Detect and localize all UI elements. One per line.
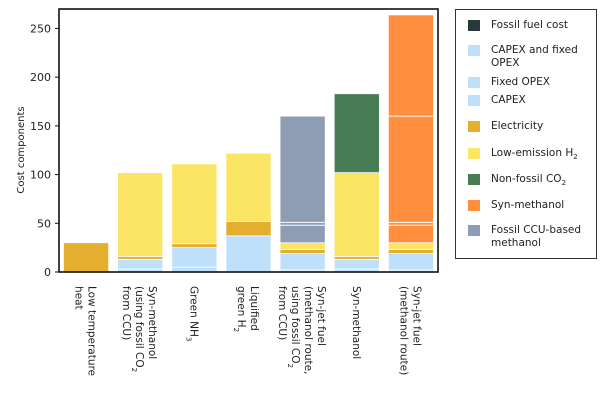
x-tick-label: Syn-jet fuel(methanol route) (397, 286, 422, 375)
legend-swatch (468, 95, 480, 106)
bar-segment (118, 269, 163, 272)
legend-label: CAPEX (491, 94, 526, 106)
legend-swatch (468, 20, 480, 31)
bar-segment (63, 242, 109, 272)
legend-swatch (468, 225, 480, 236)
legend-item: Non-fossil CO2 (456, 173, 598, 187)
legend: Fossil fuel cost CAPEX and fixed OPEX Fixe… (455, 9, 597, 259)
legend-swatch (468, 200, 480, 211)
bar-segment (118, 259, 163, 270)
bar-segment (172, 243, 217, 248)
legend-label: Fixed OPEX (491, 76, 550, 88)
legend-label: Fossil fuel cost (491, 19, 569, 31)
y-tick-label: 250 (30, 22, 51, 35)
bar-segment (334, 93, 379, 173)
bar-segment (118, 172, 163, 257)
legend-item: Electricity (456, 120, 598, 133)
y-tick-label: 200 (30, 71, 51, 84)
legend-label: Syn-methanol (491, 199, 565, 211)
bar-segment (226, 221, 271, 236)
legend-label: Electricity (491, 120, 544, 132)
bar-segment (388, 14, 434, 243)
y-tick-label: 0 (44, 266, 51, 279)
x-tick-label-line: green H2 (232, 286, 247, 332)
legend-item: Fossil fuel cost (456, 19, 598, 32)
legend-swatch (468, 174, 480, 185)
x-tick-label-line: (methanol route) (397, 286, 409, 375)
bar-segment (226, 153, 271, 222)
bar-segment (280, 242, 325, 250)
x-tick-label-line: using fossil CO2 (286, 286, 301, 368)
x-tick-label-line: Syn-jet fuel (315, 286, 327, 346)
x-tick-label-line: Syn-methanol (350, 286, 362, 359)
bar-segment (280, 253, 325, 271)
bar-segment (280, 249, 325, 254)
x-tick-label: Syn-jet fuel(methanol route,using fossil… (276, 286, 327, 374)
bar-segment (388, 242, 434, 250)
x-tick-label-line: Low temperature (86, 286, 98, 376)
x-tick-label-line: from CCU) (276, 286, 288, 340)
legend-item: Syn-methanol (456, 199, 598, 212)
x-tick-label-line: Syn-methanol (146, 286, 158, 359)
y-tick-label: 150 (30, 120, 51, 133)
legend-item: CAPEX (456, 94, 598, 107)
legend-label: CAPEX and fixed OPEX (491, 44, 578, 69)
y-axis-label: Cost components (16, 106, 27, 193)
bar-segment (280, 116, 325, 243)
legend-item: Low-emission H2 (456, 147, 598, 161)
legend-item: Fossil CCU-based methanol (456, 224, 598, 250)
x-tick-label: Syn-methanol (350, 286, 362, 359)
bar-segment (388, 253, 434, 271)
plot-frame (58, 8, 439, 273)
x-tick-label-line: Liquified (248, 286, 260, 331)
legend-label: Non-fossil CO2 (491, 173, 567, 188)
x-tick-label-line: from CCU) (120, 286, 132, 340)
bar-segment (118, 256, 163, 260)
bar-segment (334, 256, 379, 260)
legend-swatch (468, 45, 480, 56)
bar-segment (172, 247, 217, 268)
bar-segment (334, 269, 379, 272)
legend-item: Fixed OPEX (456, 76, 598, 89)
bar-segment (388, 270, 434, 272)
x-tick-label: Green NH3 (184, 286, 199, 341)
legend-item: CAPEX and fixed OPEX (456, 44, 598, 70)
bar-segment (172, 163, 217, 244)
x-tick-label-line: (using fossil CO2 (130, 286, 145, 372)
legend-swatch (468, 148, 480, 159)
x-tick-label-line: Green NH3 (184, 286, 199, 341)
x-tick-label-line: heat (73, 286, 85, 310)
legend-label: Fossil CCU-based methanol (491, 224, 582, 249)
bar-segment (226, 235, 271, 272)
x-tick-label-line: (methanol route, (302, 286, 314, 374)
bar-segment (280, 270, 325, 272)
bar-segment (334, 172, 379, 257)
legend-label: Low-emission H2 (491, 147, 578, 162)
bar-segment (334, 259, 379, 270)
y-tick-label: 100 (30, 169, 51, 182)
legend-swatch (468, 121, 480, 132)
y-tick-label: 50 (37, 217, 51, 230)
bar-segment (388, 249, 434, 254)
legend-swatch (468, 77, 480, 88)
x-tick-label-line: Syn-jet fuel (410, 286, 422, 346)
bar-segment (172, 267, 217, 272)
